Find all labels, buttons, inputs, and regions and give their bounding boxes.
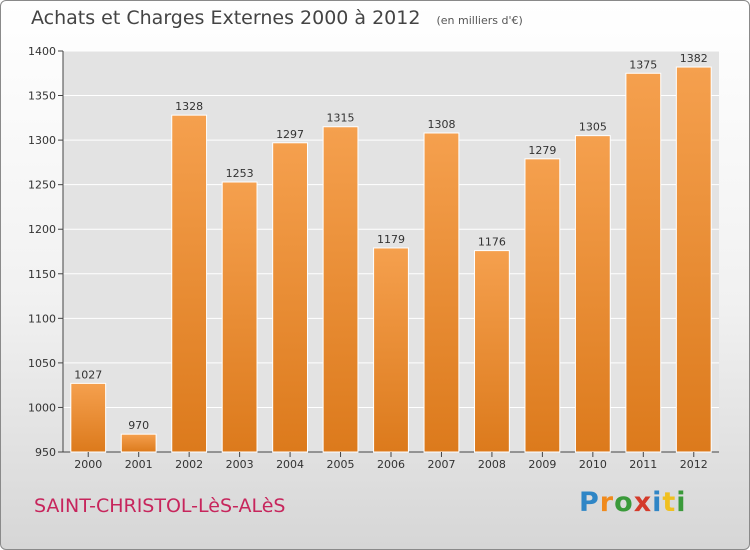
bar-value-label: 1308 xyxy=(427,118,455,131)
bar-value-label: 1027 xyxy=(74,368,102,381)
logo-letter: i xyxy=(676,487,687,518)
bar-value-label: 970 xyxy=(128,419,149,432)
bar-2002 xyxy=(171,114,208,453)
bar-2005 xyxy=(322,126,359,453)
chart-title-text: Achats et Charges Externes 2000 à 2012 xyxy=(31,7,421,29)
x-tick-label: 2008 xyxy=(478,458,506,471)
bar-2007 xyxy=(423,132,460,453)
y-tick-label: 1350 xyxy=(28,90,56,103)
y-tick-label: 1000 xyxy=(28,401,56,414)
bar-value-label: 1279 xyxy=(528,144,556,157)
bar-value-label: 1315 xyxy=(327,112,355,125)
x-tick-label: 2000 xyxy=(74,458,102,471)
bar-2009 xyxy=(524,158,561,453)
y-tick-label: 1300 xyxy=(28,134,56,147)
x-tick-label: 2003 xyxy=(226,458,254,471)
x-tick-label: 2004 xyxy=(276,458,304,471)
logo-letter: o xyxy=(614,487,634,518)
y-tick-label: 1050 xyxy=(28,357,56,370)
x-tick-label: 2009 xyxy=(528,458,556,471)
logo-letter: i xyxy=(652,487,663,518)
bar-2006 xyxy=(373,247,409,453)
commune-name: SAINT-CHRISTOL-LèS-ALèS xyxy=(34,495,286,517)
bar-value-label: 1382 xyxy=(680,52,708,65)
bar-value-label: 1176 xyxy=(478,236,506,249)
bar-2004 xyxy=(272,142,308,453)
bar-value-label: 1253 xyxy=(226,167,254,180)
bar-2011 xyxy=(625,72,662,453)
logo-letter: r xyxy=(599,487,615,518)
y-tick-label: 1250 xyxy=(28,179,56,192)
x-tick-label: 2006 xyxy=(377,458,405,471)
y-tick-label: 1150 xyxy=(28,268,56,281)
bar-2010 xyxy=(574,135,611,453)
bar-2008 xyxy=(474,250,510,453)
y-tick-label: 1100 xyxy=(28,312,56,325)
logo-letter: x xyxy=(633,487,653,518)
proxiti-logo: Proxiti xyxy=(579,487,687,518)
bar-2012 xyxy=(675,66,712,453)
x-tick-label: 2011 xyxy=(629,458,657,471)
x-tick-label: 2012 xyxy=(680,458,708,471)
x-tick-label: 2010 xyxy=(579,458,607,471)
bar-value-label: 1297 xyxy=(276,128,304,141)
x-tick-label: 2005 xyxy=(327,458,355,471)
chart-title: Achats et Charges Externes 2000 à 2012 (… xyxy=(31,7,523,29)
logo-letter: P xyxy=(579,487,600,518)
y-tick-label: 1400 xyxy=(28,45,56,58)
bar-value-label: 1375 xyxy=(629,58,657,71)
logo-letter: t xyxy=(662,487,677,518)
bar-2001 xyxy=(120,433,157,453)
chart-subtitle: (en milliers d'€) xyxy=(436,14,523,27)
y-tick-label: 1200 xyxy=(28,223,56,236)
x-tick-label: 2002 xyxy=(175,458,203,471)
x-tick-label: 2001 xyxy=(125,458,153,471)
bar-value-label: 1305 xyxy=(579,121,607,134)
bar-2003 xyxy=(221,181,258,453)
bar-value-label: 1179 xyxy=(377,233,405,246)
x-tick-label: 2007 xyxy=(427,458,455,471)
bar-2000 xyxy=(70,382,107,453)
y-tick-label: 950 xyxy=(35,446,56,459)
bar-value-label: 1328 xyxy=(175,100,203,113)
